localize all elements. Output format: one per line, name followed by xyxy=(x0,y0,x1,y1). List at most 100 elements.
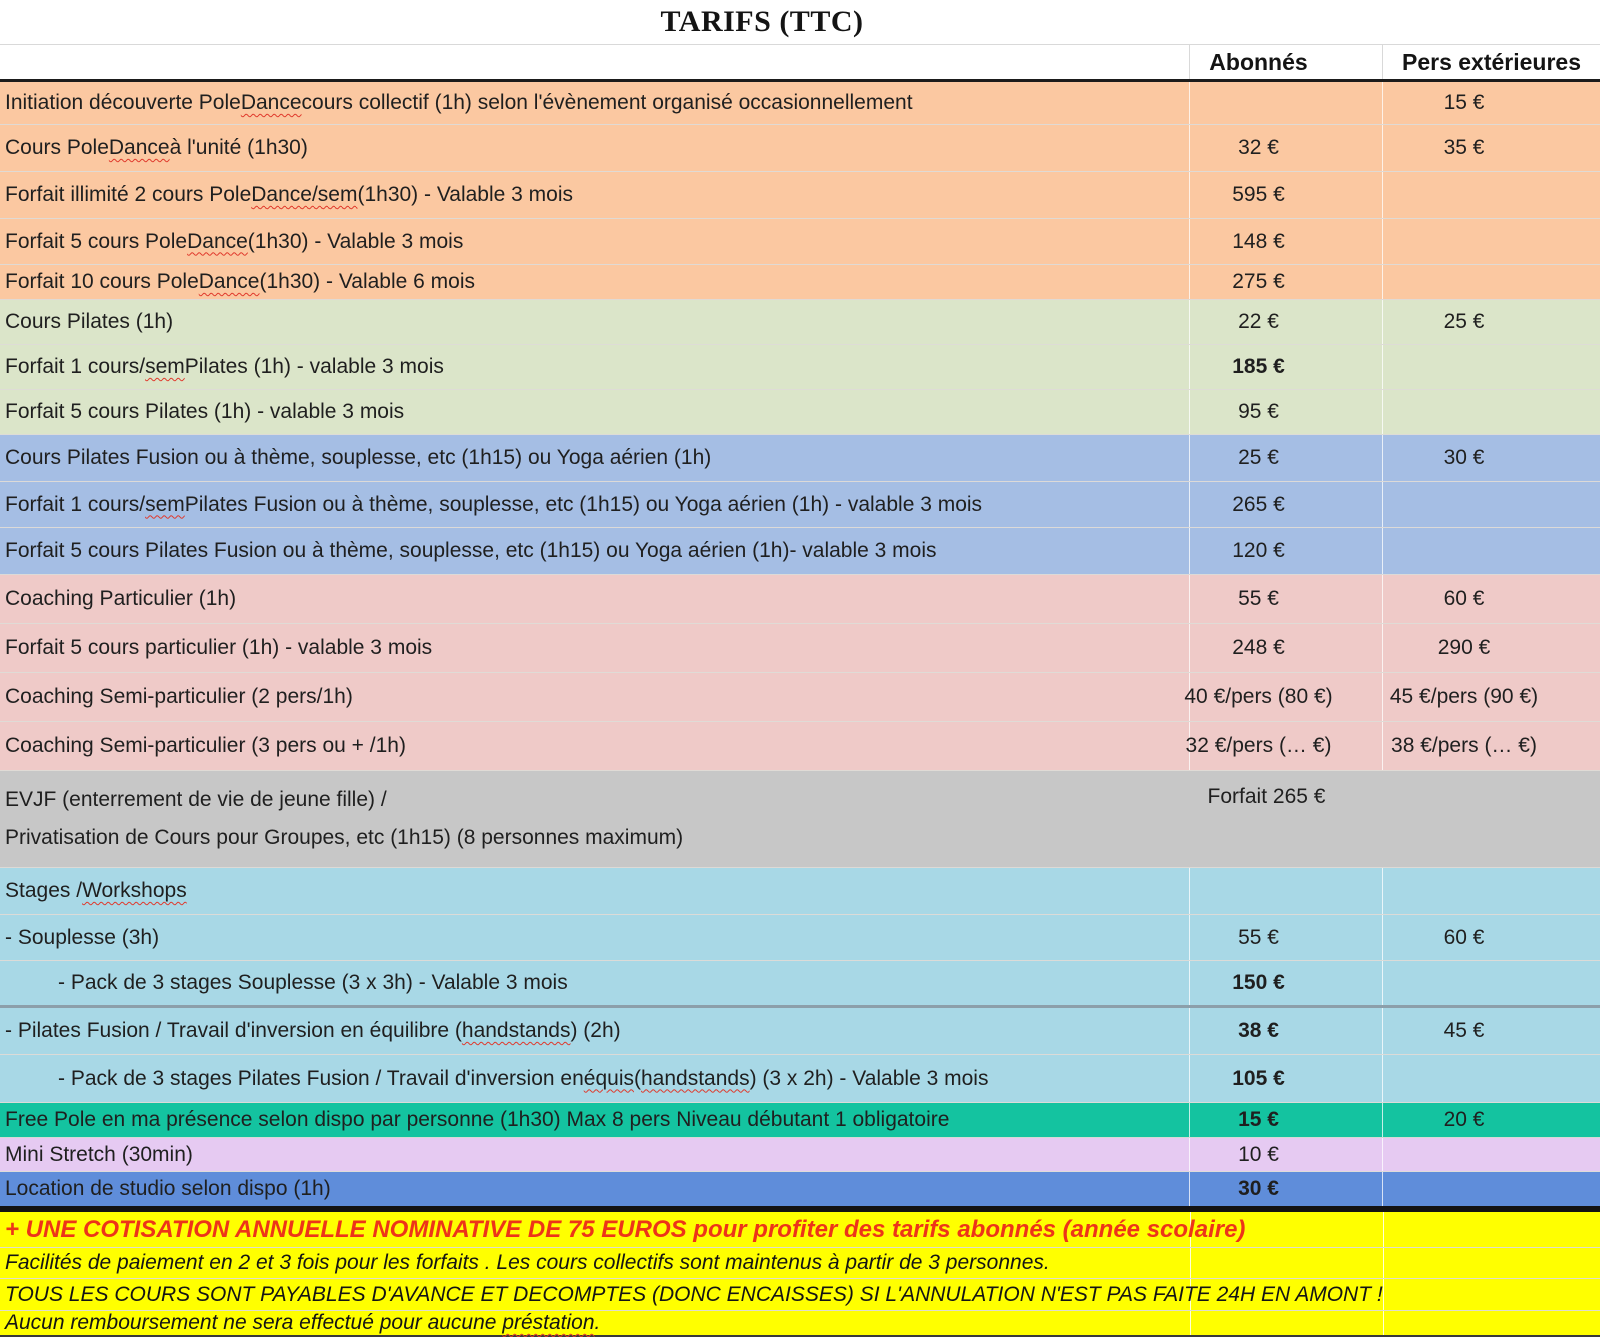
table-row[interactable]: - Pack de 3 stages Pilates Fusion / Trav… xyxy=(0,1055,1600,1103)
cell-abonnes[interactable]: 55 € xyxy=(1190,915,1383,960)
cell-abonnes[interactable]: 105 € xyxy=(1190,1055,1383,1102)
table-row[interactable]: Location de studio selon dispo (1h) 30 € xyxy=(0,1172,1600,1212)
cell-description[interactable]: Cours Pole Dance à l'unité (1h30) xyxy=(0,125,1190,171)
cell-description[interactable]: Forfait 5 cours Pole Dance (1h30) - Vala… xyxy=(0,219,1190,264)
table-row[interactable]: Coaching Semi-particulier (3 pers ou + /… xyxy=(0,722,1600,771)
cell-pers[interactable] xyxy=(1383,390,1600,434)
cell-pers[interactable]: 60 € xyxy=(1443,925,1485,949)
cell-abonnes[interactable]: 185 € xyxy=(1190,345,1383,389)
cell-description[interactable]: - Souplesse (3h) xyxy=(0,915,1190,960)
cell-abonnes[interactable]: 32 € xyxy=(1190,125,1383,171)
table-row[interactable]: Forfait 5 cours Pilates (1h) - valable 3… xyxy=(0,390,1600,435)
cell-description[interactable]: Coaching Semi-particulier (3 pers ou + /… xyxy=(0,722,1190,770)
table-row[interactable]: - Pilates Fusion / Travail d'inversion e… xyxy=(0,1008,1600,1055)
cell-description[interactable]: Coaching Semi-particulier (2 pers/1h) xyxy=(0,673,1190,721)
cell-description[interactable]: Forfait illimité 2 cours Pole Dance/sem … xyxy=(0,172,1190,218)
cell-description[interactable]: - Pack de 3 stages Souplesse (3 x 3h) - … xyxy=(0,961,1190,1005)
table-row[interactable]: Coaching Particulier (1h) 55 € 60 € xyxy=(0,575,1600,624)
cell-abonnes[interactable]: 32 €/pers (… €) xyxy=(1186,722,1383,770)
cell-pers[interactable] xyxy=(1383,1138,1600,1171)
table-row[interactable]: Forfait 1 cours/sem Pilates (1h) - valab… xyxy=(0,345,1600,390)
cell-pers[interactable]: 290 € xyxy=(1437,636,1491,659)
cell-abonnes[interactable]: 22 € xyxy=(1190,300,1383,344)
cell-abonnes[interactable]: 248 € xyxy=(1190,624,1383,672)
table-row[interactable]: - Pack de 3 stages Souplesse (3 x 3h) - … xyxy=(0,961,1600,1008)
cell-pers[interactable] xyxy=(1383,528,1600,574)
table-row[interactable]: Coaching Semi-particulier (2 pers/1h) 40 … xyxy=(0,673,1600,722)
cell-abonnes[interactable]: 40 €/pers (80 €) xyxy=(1184,673,1383,721)
cell-abonnes[interactable]: 275 € xyxy=(1190,265,1383,299)
footnote-row[interactable]: TOUS LES COURS SONT PAYABLES D'AVANCE ET… xyxy=(0,1279,1600,1311)
header-pers-exterieures[interactable]: Pers extérieures xyxy=(1401,48,1581,75)
cell-pers[interactable]: 38 €/pers (… €) xyxy=(1391,734,1537,757)
table-row[interactable]: Forfait 5 cours Pilates Fusion ou à thèm… xyxy=(0,528,1600,575)
table-row[interactable]: Forfait 5 cours particulier (1h) - valab… xyxy=(0,624,1600,673)
cell-description[interactable]: Forfait 5 cours Pilates (1h) - valable 3… xyxy=(0,390,1190,434)
cell-abonnes[interactable]: 120 € xyxy=(1190,528,1383,574)
cell-pers[interactable] xyxy=(1383,868,1600,914)
header-empty-cell[interactable] xyxy=(0,45,1190,79)
cell-description[interactable]: Forfait 5 cours particulier (1h) - valab… xyxy=(0,624,1190,672)
cell-pers[interactable]: 45 €/pers (90 €) xyxy=(1389,685,1539,708)
cell-abonnes[interactable] xyxy=(1190,868,1383,914)
cell-abonnes[interactable]: 95 € xyxy=(1190,390,1383,434)
cell-abonnes[interactable]: 30 € xyxy=(1190,1172,1383,1206)
cell-description[interactable]: Free Pole en ma présence selon dispo par… xyxy=(0,1103,1190,1137)
table-row[interactable]: Cours Pilates Fusion ou à thème, souples… xyxy=(0,435,1600,482)
cell-description[interactable]: - Pilates Fusion / Travail d'inversion e… xyxy=(0,1008,1190,1054)
cell-abonnes[interactable]: 55 € xyxy=(1190,575,1383,623)
cell-description[interactable]: Cours Pilates (1h) xyxy=(0,300,1190,344)
table-row[interactable]: Stages / Workshops xyxy=(0,868,1600,915)
cell-pers[interactable]: 35 € xyxy=(1443,136,1485,159)
header-abonnes[interactable]: Abonnés xyxy=(1190,45,1383,79)
footnote-row[interactable]: Aucun remboursement ne sera effectué pou… xyxy=(0,1311,1600,1337)
cell-pers[interactable] xyxy=(1383,961,1600,1005)
cell-abonnes[interactable]: 10 € xyxy=(1190,1138,1383,1171)
table-row[interactable]: - Souplesse (3h) 55 € 60 € xyxy=(0,915,1600,961)
cell-description[interactable]: Coaching Particulier (1h) xyxy=(0,575,1190,623)
table-row[interactable]: EVJF (enterrement de vie de jeune fille)… xyxy=(0,771,1600,868)
cell-description[interactable]: Stages / Workshops xyxy=(0,868,1190,914)
cell-abonnes[interactable]: 595 € xyxy=(1190,172,1383,218)
table-row[interactable]: Free Pole en ma présence selon dispo par… xyxy=(0,1103,1600,1138)
cell-abonnes[interactable]: 38 € xyxy=(1190,1008,1383,1054)
cell-abonnes[interactable]: 265 € xyxy=(1190,482,1383,527)
cell-description[interactable]: - Pack de 3 stages Pilates Fusion / Trav… xyxy=(0,1055,1190,1102)
table-row[interactable]: Cours Pilates (1h) 22 € 25 € xyxy=(0,300,1600,345)
cell-abonnes[interactable]: 25 € xyxy=(1190,435,1383,481)
table-row[interactable]: Forfait 10 cours Pole Dance (1h30) - Val… xyxy=(0,265,1600,300)
cell-description[interactable]: Forfait 10 cours Pole Dance (1h30) - Val… xyxy=(0,265,1190,299)
table-row[interactable]: Forfait 5 cours Pole Dance (1h30) - Vala… xyxy=(0,219,1600,265)
table-row[interactable]: Initiation découverte Pole Dance cours c… xyxy=(0,82,1600,125)
cell-pers[interactable] xyxy=(1383,1055,1600,1102)
cell-description[interactable]: Forfait 5 cours Pilates Fusion ou à thèm… xyxy=(0,528,1190,574)
cell-pers[interactable]: 25 € xyxy=(1443,310,1485,333)
table-row[interactable]: Forfait 1 cours/sem Pilates Fusion ou à … xyxy=(0,482,1600,528)
table-row[interactable]: Forfait illimité 2 cours Pole Dance/sem … xyxy=(0,172,1600,219)
cell-description[interactable]: Forfait 1 cours/sem Pilates (1h) - valab… xyxy=(0,345,1190,389)
cell-description[interactable]: Forfait 1 cours/sem Pilates Fusion ou à … xyxy=(0,482,1190,527)
table-row[interactable]: Cours Pole Dance à l'unité (1h30) 32 € 35 … xyxy=(0,125,1600,172)
table-row[interactable]: Mini Stretch (30min) 10 € xyxy=(0,1138,1600,1172)
cell-pers[interactable]: 60 € xyxy=(1443,587,1485,610)
cell-pers[interactable]: 45 € xyxy=(1443,1019,1485,1042)
cell-pers[interactable]: 30 € xyxy=(1443,446,1485,469)
cell-pers[interactable] xyxy=(1383,345,1600,389)
cell-abonnes[interactable] xyxy=(1190,82,1383,124)
cell-pers[interactable] xyxy=(1383,265,1600,299)
footnote-row[interactable]: + UNE COTISATION ANNUELLE NOMINATIVE DE … xyxy=(0,1212,1600,1248)
cell-abonnes[interactable]: 15 € xyxy=(1190,1103,1383,1137)
cell-description[interactable]: Location de studio selon dispo (1h) xyxy=(0,1172,1190,1206)
cell-abonnes[interactable]: Forfait 265 € xyxy=(1207,785,1326,808)
cell-pers[interactable] xyxy=(1383,219,1600,264)
cell-pers[interactable] xyxy=(1383,1172,1600,1206)
cell-pers[interactable] xyxy=(1383,482,1600,527)
cell-pers[interactable]: 20 € xyxy=(1443,1108,1485,1131)
cell-abonnes[interactable]: 148 € xyxy=(1190,219,1383,264)
footnote-row[interactable]: Facilités de paiement en 2 et 3 fois pou… xyxy=(0,1248,1600,1279)
cell-description[interactable]: Mini Stretch (30min) xyxy=(0,1138,1190,1171)
cell-description[interactable]: Cours Pilates Fusion ou à thème, souples… xyxy=(0,435,1190,481)
cell-abonnes[interactable]: 150 € xyxy=(1190,961,1383,1005)
cell-pers[interactable]: 15 € xyxy=(1443,91,1485,114)
cell-pers[interactable] xyxy=(1383,172,1600,218)
